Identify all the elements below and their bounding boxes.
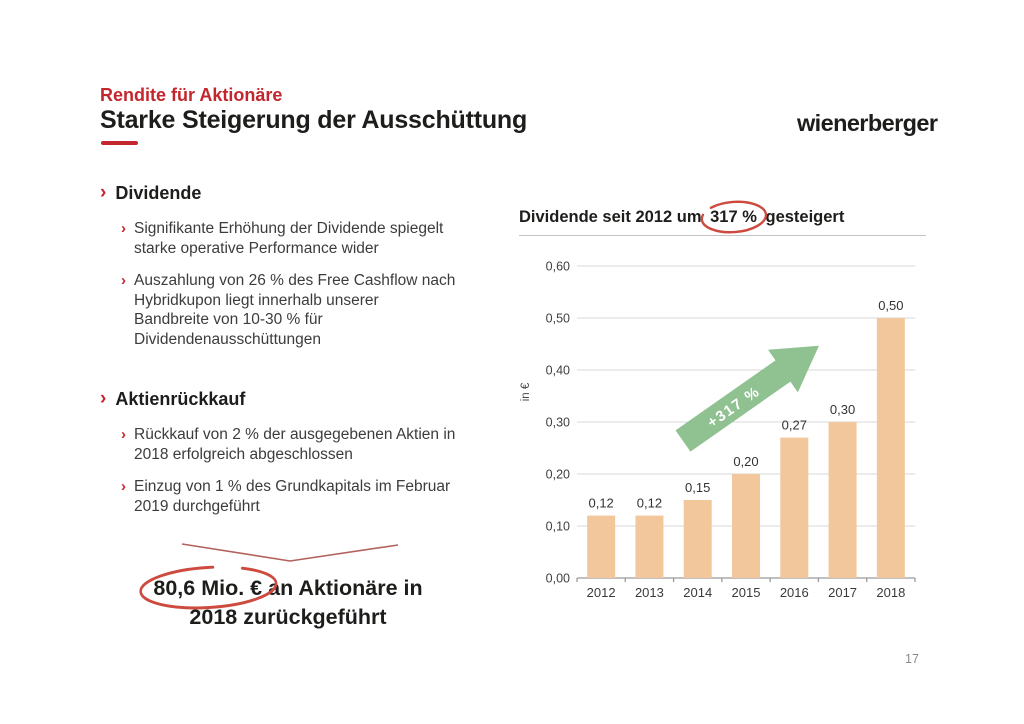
growth-arrow-icon: +317 % <box>675 345 819 452</box>
x-tick-label: 2018 <box>876 585 905 600</box>
bullet-text: Rückkauf von 2 % der ausgegebenen Aktien… <box>134 426 456 463</box>
section-heading: Dividende <box>115 183 202 203</box>
x-tick-label: 2012 <box>587 585 616 600</box>
page-number: 17 <box>905 652 919 666</box>
x-tick-label: 2015 <box>732 585 761 600</box>
callout-highlight: 80,6 Mio. € <box>139 565 278 610</box>
bar-value-label: 0,50 <box>878 298 903 313</box>
dividend-chart-area: 0,00 0,10 0,20 0,30 0,40 0,50 0,60 0,12 2012 0,12… <box>515 245 927 625</box>
x-tick-label: 2016 <box>780 585 809 600</box>
slide-kicker: Rendite für Aktionäre <box>100 85 283 105</box>
x-tick-label: 2013 <box>635 585 664 600</box>
y-tick-label: 0,50 <box>546 312 570 326</box>
list-item: › Einzug von 1 % des Grundkapitals im Fe… <box>100 477 512 516</box>
bar <box>587 515 616 578</box>
y-axis-label: in € <box>520 382 532 401</box>
chevron-right-icon: › <box>100 388 107 409</box>
bar <box>635 515 664 578</box>
chevron-right-icon: › <box>100 182 107 203</box>
chart-title-prefix: Dividende seit 2012 um <box>519 208 702 226</box>
list-item: › Signifikante Erhöhung der Dividende sp… <box>100 219 512 258</box>
chevron-right-icon: › <box>121 220 126 237</box>
chart-title-highlight: 317 % <box>700 200 768 234</box>
section-heading: Aktienrückkauf <box>115 389 246 409</box>
chart-title-suffix: gesteigert <box>765 208 845 226</box>
bar <box>876 318 905 578</box>
bullet-text: Einzug von 1 % des Grundkapitals im Febr… <box>134 478 451 515</box>
section-aktienrueckkauf: › Aktienrückkauf › Rückkauf von 2 % der … <box>100 388 512 516</box>
bar-value-label: 0,15 <box>685 480 710 495</box>
chevron-down-icon <box>181 543 399 562</box>
callout-line1: 80,6 Mio. € an Aktionäre in <box>88 565 488 610</box>
list-item: › Rückkauf von 2 % der ausgegebenen Akti… <box>100 425 512 464</box>
y-tick-label: 0,20 <box>546 468 570 482</box>
x-tick-label: 2017 <box>828 585 857 600</box>
callout-line2: 2018 zurückgeführt <box>189 605 387 629</box>
bar <box>828 422 857 578</box>
title-accent-dash <box>101 141 138 145</box>
list-item: › Auszahlung von 26 % des Free Cashflow … <box>100 271 512 349</box>
wienerberger-logo: wienerberger <box>797 110 938 136</box>
bullet-text: Auszahlung von 26 % des Free Cashflow na… <box>134 272 456 348</box>
y-tick-label: 0,30 <box>546 416 570 430</box>
bullet-text: Signifikante Erhöhung der Dividende spie… <box>134 220 444 257</box>
y-tick-label: 0,00 <box>546 572 570 586</box>
callout: 80,6 Mio. € an Aktionäre in 2018 zurückg… <box>88 538 488 632</box>
dividend-bar-chart: 0,00 0,10 0,20 0,30 0,40 0,50 0,60 0,12 2012 0,12… <box>520 260 916 600</box>
chart-title: Dividende seit 2012 um 317 % gesteigert <box>519 200 926 236</box>
bar-value-label: 0,12 <box>637 496 662 511</box>
bar-value-label: 0,12 <box>588 496 613 511</box>
section-dividende: › Dividende › Signifikante Erhöhung der … <box>100 182 512 349</box>
slide-title: Starke Steigerung der Ausschüttung <box>100 106 528 134</box>
chevron-right-icon: › <box>121 478 126 495</box>
y-tick-label: 0,60 <box>546 260 570 274</box>
bar-value-label: 0,20 <box>733 454 758 469</box>
bar <box>732 474 760 578</box>
bar <box>780 437 809 578</box>
bar-value-label: 0,27 <box>782 418 807 433</box>
chevron-right-icon: › <box>121 272 126 289</box>
bar-value-label: 0,30 <box>830 402 855 417</box>
chevron-right-icon: › <box>121 426 126 443</box>
y-tick-label: 0,10 <box>546 520 570 534</box>
bar <box>683 500 712 578</box>
y-tick-label: 0,40 <box>546 364 570 378</box>
callout-line1-rest: an Aktionäre in <box>268 576 423 600</box>
x-tick-label: 2014 <box>683 585 712 600</box>
